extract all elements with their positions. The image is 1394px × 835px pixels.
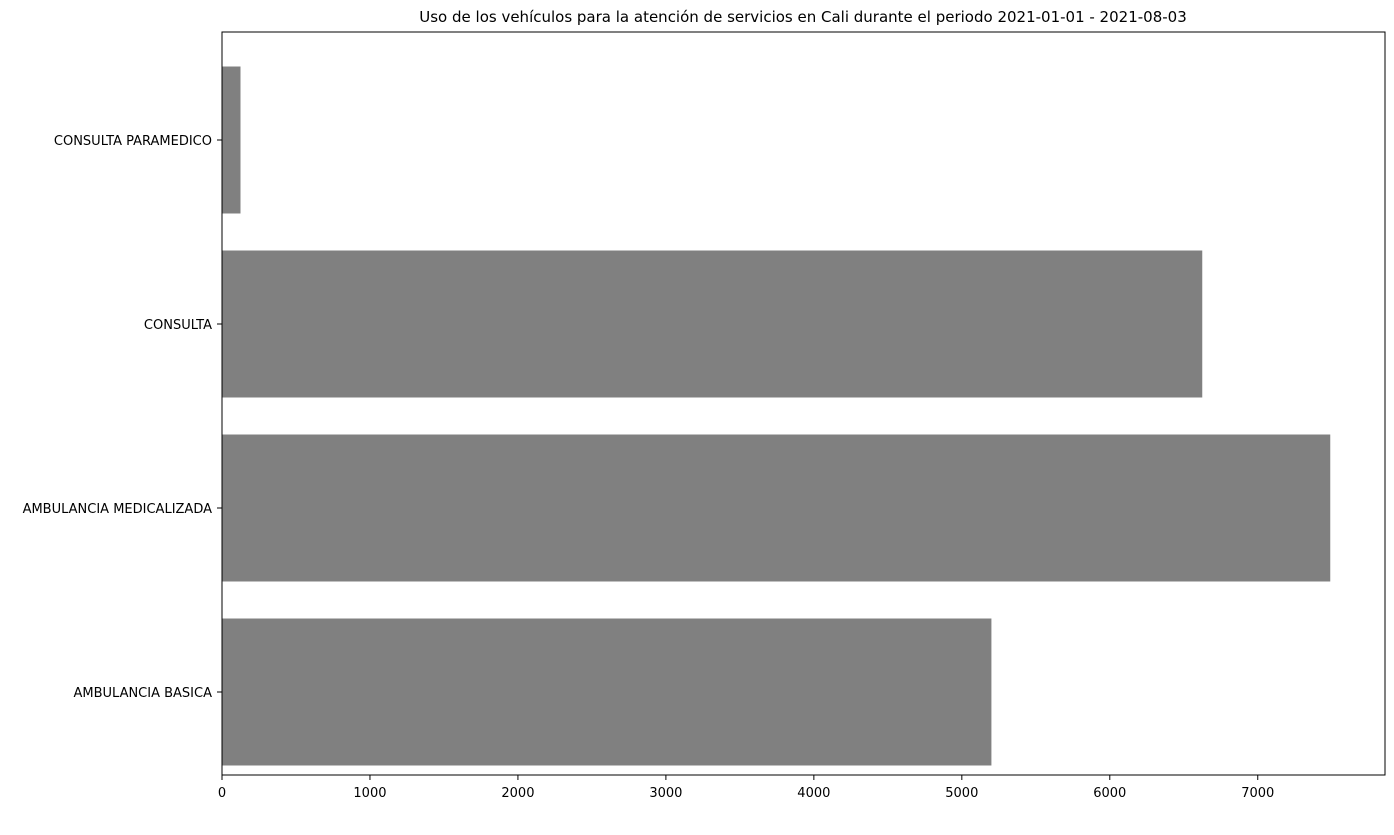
y-tick-label: AMBULANCIA BASICA bbox=[73, 686, 212, 701]
x-tick-label: 3000 bbox=[649, 786, 682, 801]
chart-title: Uso de los vehículos para la atención de… bbox=[419, 8, 1186, 26]
x-tick-label: 6000 bbox=[1093, 786, 1126, 801]
plot-frame bbox=[221, 31, 1386, 776]
x-tick-label: 0 bbox=[218, 786, 226, 801]
y-tick-label: AMBULANCIA MEDICALIZADA bbox=[23, 502, 213, 517]
y-tick-label: CONSULTA bbox=[144, 318, 212, 333]
bar-consulta-paramedico bbox=[222, 66, 241, 214]
bars-group bbox=[222, 66, 1331, 766]
x-tick-label: 2000 bbox=[501, 786, 534, 801]
x-tick-label: 5000 bbox=[945, 786, 978, 801]
x-tick-label: 7000 bbox=[1241, 786, 1274, 801]
bar-ambulancia-medicalizada bbox=[222, 434, 1331, 582]
x-axis-ticks: 0 1000 2000 3000 4000 5000 6000 7000 bbox=[218, 775, 1274, 801]
y-tick-label: CONSULTA PARAMEDICO bbox=[54, 134, 212, 149]
bar-consulta bbox=[222, 250, 1203, 398]
bar-ambulancia-basica bbox=[222, 618, 992, 766]
x-tick-label: 4000 bbox=[797, 786, 830, 801]
x-tick-label: 1000 bbox=[353, 786, 386, 801]
y-axis-ticks: AMBULANCIA BASICA AMBULANCIA MEDICALIZADA… bbox=[23, 134, 222, 701]
